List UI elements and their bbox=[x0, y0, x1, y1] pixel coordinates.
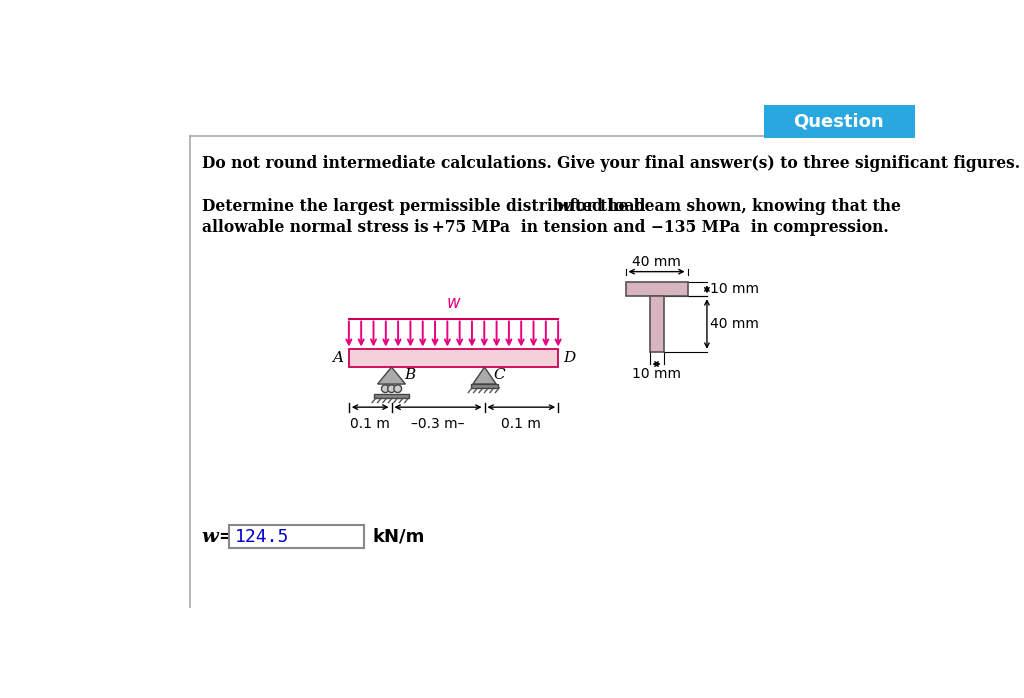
Text: kN/m: kN/m bbox=[372, 528, 425, 546]
Text: 10 mm: 10 mm bbox=[632, 367, 681, 381]
Text: Do not round intermediate calculations. Give your final answer(s) to three signi: Do not round intermediate calculations. … bbox=[202, 154, 1020, 172]
Bar bbox=[349, 350, 558, 367]
Polygon shape bbox=[473, 367, 496, 384]
Bar bbox=[649, 296, 664, 352]
Polygon shape bbox=[378, 367, 406, 384]
Bar bbox=[626, 283, 687, 296]
Text: 124.5: 124.5 bbox=[234, 528, 290, 546]
Text: 0.1 m: 0.1 m bbox=[350, 417, 390, 431]
Text: allowable normal stress is +75 MPa  in tension and −135 MPa  in compression.: allowable normal stress is +75 MPa in te… bbox=[202, 218, 889, 235]
Circle shape bbox=[381, 385, 389, 392]
Text: B: B bbox=[403, 368, 415, 382]
Circle shape bbox=[388, 385, 395, 392]
Text: C: C bbox=[494, 368, 506, 382]
Text: 40 mm: 40 mm bbox=[632, 255, 681, 269]
Text: 40 mm: 40 mm bbox=[710, 317, 759, 331]
Text: w: w bbox=[202, 528, 218, 546]
Text: w: w bbox=[446, 295, 461, 313]
Text: D: D bbox=[563, 351, 575, 365]
Text: for the beam shown, knowing that the: for the beam shown, knowing that the bbox=[564, 198, 901, 215]
Text: Determine the largest permissible distributed load: Determine the largest permissible distri… bbox=[202, 198, 650, 215]
Circle shape bbox=[394, 385, 401, 392]
Text: 10 mm: 10 mm bbox=[710, 283, 759, 297]
Text: w: w bbox=[557, 198, 570, 215]
Bar bbox=[764, 105, 914, 138]
FancyBboxPatch shape bbox=[228, 525, 365, 548]
Text: –0.3 m–: –0.3 m– bbox=[412, 417, 465, 431]
Text: 0.1 m: 0.1 m bbox=[502, 417, 542, 431]
Bar bbox=[471, 384, 499, 388]
Text: Question: Question bbox=[794, 112, 884, 131]
Bar bbox=[375, 394, 409, 398]
Text: A: A bbox=[333, 351, 343, 365]
Text: =: = bbox=[212, 528, 236, 546]
